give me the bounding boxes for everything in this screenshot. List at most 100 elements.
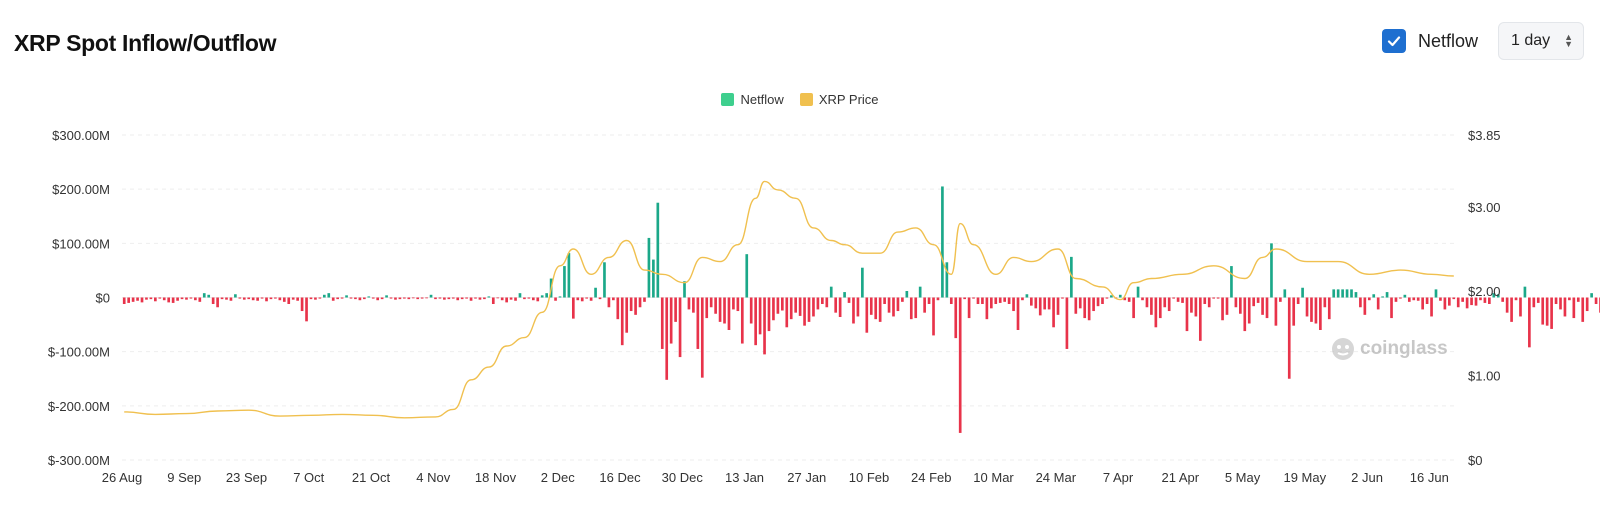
netflow-bar[interactable]	[389, 297, 393, 299]
netflow-bar[interactable]	[558, 296, 562, 298]
netflow-bar[interactable]	[745, 254, 749, 298]
netflow-bar[interactable]	[425, 297, 428, 299]
netflow-bar[interactable]	[1310, 297, 1313, 322]
netflow-bar[interactable]	[767, 297, 771, 332]
netflow-bar[interactable]	[1003, 297, 1006, 302]
netflow-bar[interactable]	[1345, 289, 1349, 298]
netflow-bar[interactable]	[1016, 297, 1020, 331]
netflow-bar[interactable]	[447, 297, 451, 300]
netflow-bar[interactable]	[1536, 297, 1540, 303]
netflow-bar[interactable]	[958, 297, 962, 433]
netflow-bar[interactable]	[1407, 297, 1411, 302]
netflow-bar[interactable]	[914, 297, 918, 319]
netflow-bar[interactable]	[1439, 297, 1442, 301]
netflow-bar[interactable]	[242, 297, 246, 300]
netflow-bar[interactable]	[945, 262, 949, 298]
netflow-bar[interactable]	[1332, 289, 1336, 298]
netflow-bar[interactable]	[1101, 297, 1104, 305]
netflow-bar[interactable]	[896, 297, 900, 312]
netflow-bar[interactable]	[531, 297, 535, 301]
netflow-bar[interactable]	[1296, 297, 1300, 305]
netflow-bar[interactable]	[780, 297, 784, 311]
netflow-bar[interactable]	[198, 297, 202, 302]
netflow-bar[interactable]	[354, 297, 357, 300]
netflow-bar[interactable]	[443, 297, 446, 300]
netflow-bar[interactable]	[278, 297, 282, 301]
netflow-bar[interactable]	[803, 297, 806, 326]
netflow-bar[interactable]	[167, 297, 171, 303]
netflow-bar[interactable]	[981, 297, 984, 305]
netflow-bar[interactable]	[869, 297, 873, 315]
netflow-bar[interactable]	[620, 297, 624, 346]
netflow-bar[interactable]	[989, 297, 993, 309]
netflow-bar[interactable]	[322, 294, 326, 298]
netflow-bar[interactable]	[518, 293, 522, 298]
netflow-bar[interactable]	[456, 297, 460, 301]
netflow-bar[interactable]	[567, 253, 571, 298]
netflow-bar[interactable]	[714, 297, 717, 314]
netflow-bar[interactable]	[763, 297, 766, 355]
netflow-bar[interactable]	[1030, 297, 1033, 306]
netflow-bar[interactable]	[709, 297, 713, 308]
netflow-bar[interactable]	[247, 297, 251, 300]
netflow-bar[interactable]	[1563, 297, 1567, 317]
netflow-bar[interactable]	[1452, 297, 1456, 300]
netflow-bar[interactable]	[807, 297, 811, 322]
netflow-bar[interactable]	[736, 297, 740, 312]
netflow-bar[interactable]	[349, 297, 353, 299]
netflow-bar[interactable]	[1425, 297, 1429, 305]
netflow-bar[interactable]	[327, 293, 331, 298]
netflow-bar[interactable]	[416, 297, 420, 300]
netflow-bar[interactable]	[434, 297, 437, 300]
netflow-bar[interactable]	[398, 297, 402, 300]
netflow-bar[interactable]	[696, 297, 700, 349]
netflow-bar[interactable]	[740, 297, 744, 344]
netflow-bar[interactable]	[1381, 296, 1384, 298]
netflow-bar[interactable]	[1061, 297, 1064, 299]
netflow-bar[interactable]	[1443, 297, 1447, 310]
netflow-bar[interactable]	[309, 297, 313, 300]
netflow-bar[interactable]	[612, 297, 615, 301]
netflow-bar[interactable]	[251, 297, 255, 301]
netflow-bar[interactable]	[1323, 297, 1327, 308]
netflow-bar[interactable]	[901, 297, 904, 302]
netflow-bar[interactable]	[1087, 297, 1091, 321]
netflow-bar[interactable]	[572, 297, 575, 319]
netflow-bar[interactable]	[1274, 297, 1278, 326]
netflow-bar[interactable]	[878, 297, 882, 322]
netflow-bar[interactable]	[1470, 297, 1473, 306]
netflow-bar[interactable]	[1510, 297, 1513, 322]
netflow-bar[interactable]	[1416, 297, 1420, 301]
netflow-bar[interactable]	[927, 297, 931, 305]
netflow-bar[interactable]	[1239, 297, 1242, 314]
netflow-bar[interactable]	[1399, 297, 1402, 299]
netflow-bar[interactable]	[1359, 297, 1362, 308]
netflow-bar[interactable]	[589, 297, 593, 301]
netflow-bar[interactable]	[505, 297, 508, 303]
netflow-bar[interactable]	[634, 297, 637, 315]
netflow-bar[interactable]	[1367, 297, 1371, 301]
netflow-bar[interactable]	[1412, 297, 1416, 301]
netflow-bar[interactable]	[363, 297, 366, 300]
netflow-bar[interactable]	[1327, 297, 1331, 320]
netflow-bar[interactable]	[211, 297, 215, 305]
netflow-bar[interactable]	[1150, 297, 1153, 315]
netflow-bar[interactable]	[545, 293, 548, 298]
netflow-bar[interactable]	[749, 297, 753, 324]
netflow-bar[interactable]	[225, 297, 228, 300]
netflow-bar[interactable]	[1336, 289, 1340, 298]
netflow-bar[interactable]	[692, 297, 695, 313]
netflow-bar[interactable]	[1270, 243, 1273, 298]
netflow-bar[interactable]	[852, 297, 855, 324]
netflow-bar[interactable]	[1078, 297, 1082, 309]
netflow-bar[interactable]	[794, 297, 798, 313]
netflow-bar[interactable]	[282, 297, 286, 302]
netflow-bar[interactable]	[1523, 286, 1527, 298]
netflow-bar[interactable]	[1479, 297, 1482, 301]
netflow-bar[interactable]	[1581, 297, 1585, 322]
netflow-bar[interactable]	[687, 297, 691, 310]
netflow-bar[interactable]	[385, 295, 388, 298]
netflow-bar[interactable]	[1012, 297, 1015, 312]
netflow-bar[interactable]	[1070, 256, 1073, 298]
netflow-bar[interactable]	[1354, 292, 1358, 298]
